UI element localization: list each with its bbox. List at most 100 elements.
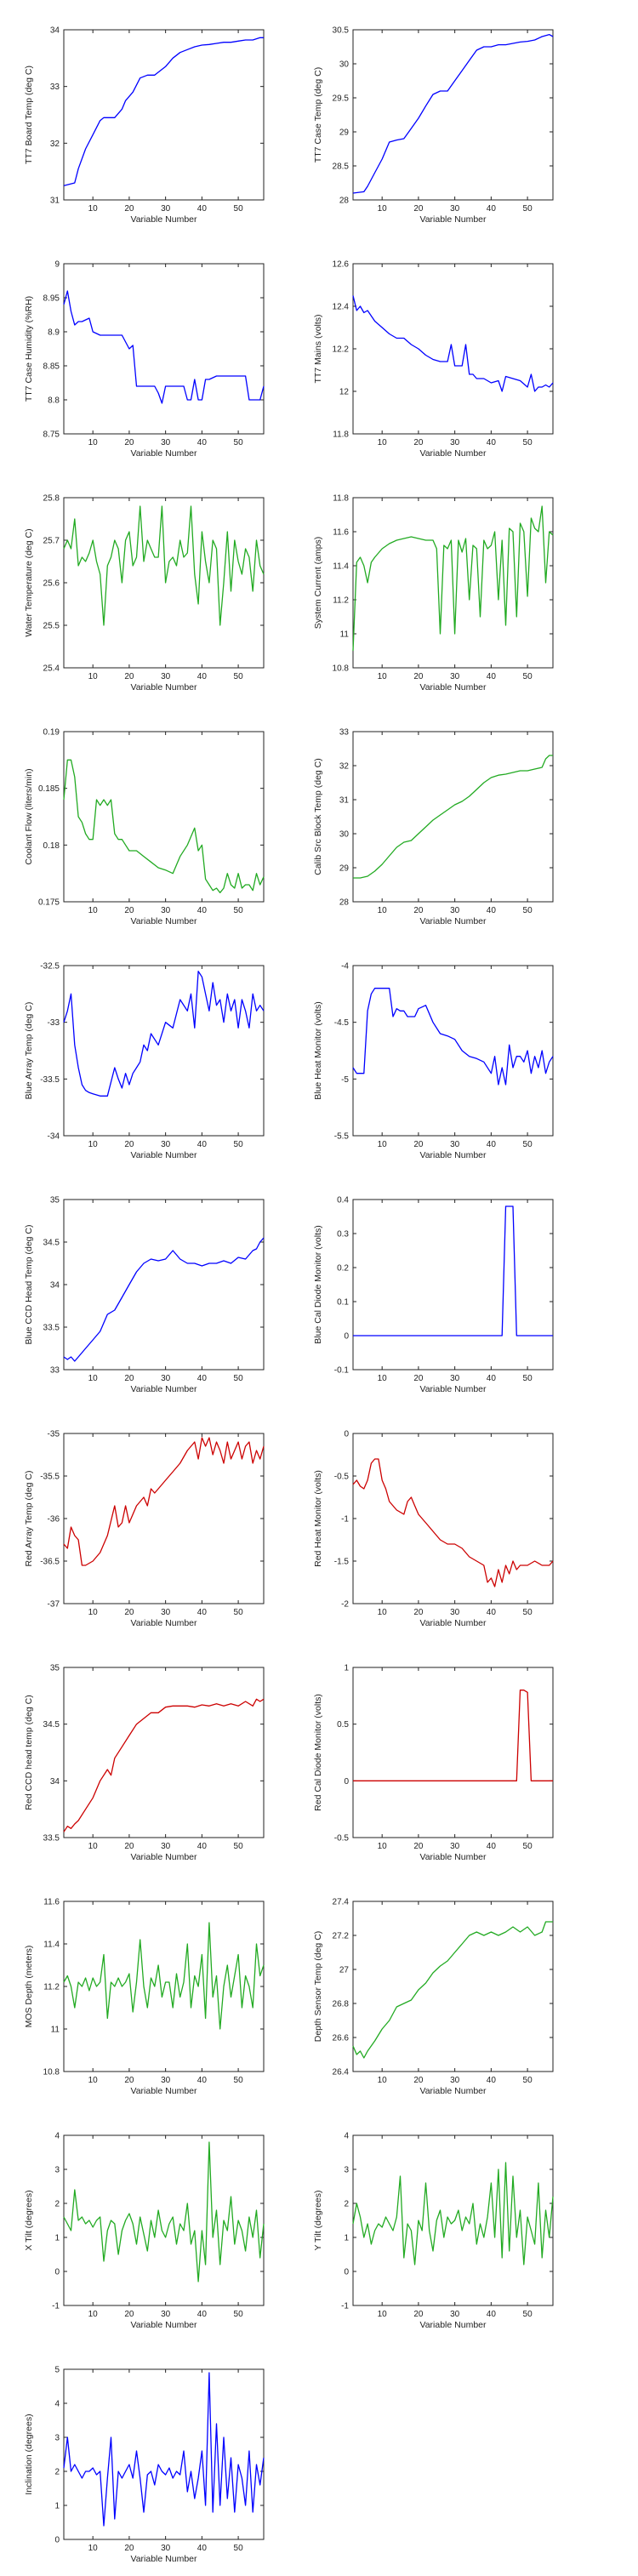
x-tick-label: 50 [234,204,244,214]
y-tick-label: 34 [50,1281,60,1291]
chart-7: 10 20 30 40 50 0.175 0.18 0.185 0.19 Variable Num… [24,728,265,926]
x-axis-label: Variable Number [130,1618,197,1628]
y-tick-label: -1 [341,1515,349,1525]
chart-3: 10 20 30 40 50 8.75 8.8 8.85 8.9 8.95 9 Variable Nu… [24,260,265,459]
x-tick-label: 50 [234,672,244,681]
y-tick-label: 35 [50,1196,60,1205]
y-tick-label: -33 [48,1018,60,1028]
y-tick-label: 0.19 [43,728,60,738]
y-axis-label: Blue Heat Monitor (volts) [313,1001,323,1100]
x-tick-label: 40 [197,2076,208,2085]
x-tick-label: 10 [378,2076,388,2085]
y-tick-label: 27.4 [333,1898,350,1907]
x-axis-label: Variable Number [130,916,197,926]
y-tick-label: -4 [341,962,349,972]
y-axis-label: X Tilt (degrees) [24,2190,34,2250]
x-tick-label: 20 [413,906,424,915]
y-tick-label: 29.5 [333,94,350,104]
y-axis-label: TT7 Board Temp (deg C) [24,66,34,164]
x-tick-label: 30 [450,672,460,681]
y-tick-label: 11 [51,2026,60,2035]
x-tick-label: 20 [413,672,424,681]
x-tick-label: 20 [124,906,134,915]
chart-12: 10 20 30 40 50 -0.1 0 0.1 0.2 0.3 0.4 Variable Numb… [313,1196,554,1394]
plot-frame [352,1433,554,1604]
x-tick-label: 20 [124,1608,134,1617]
x-tick-label: 20 [124,438,134,447]
chart-4: 10 20 30 40 50 11.8 12 12.2 12.4 12.6 Variable Num… [313,260,554,459]
y-tick-label: 12 [339,388,350,397]
x-tick-label: 10 [88,204,99,214]
y-tick-label: 27.2 [333,1932,350,1941]
y-tick-label: 33.5 [43,1324,60,1333]
plot-frame [352,497,554,669]
y-tick-label: 11 [340,630,350,640]
x-tick-label: 10 [88,1608,99,1617]
x-tick-label: 30 [161,2544,171,2553]
y-tick-label: 0 [344,1332,349,1342]
y-tick-label: 11.4 [333,562,349,572]
plot-frame [352,29,554,201]
y-tick-label: 0.2 [337,1264,349,1274]
y-tick-label: 29 [339,128,350,138]
y-tick-label: 8.9 [48,328,60,338]
plot-frame [63,497,265,669]
y-tick-label: 0 [54,2536,60,2545]
y-tick-label: 30.5 [333,26,350,36]
series-line [353,1205,553,1336]
y-tick-label: 4 [54,2132,60,2141]
y-tick-label: 0.5 [337,1720,349,1730]
plot-frame [352,1667,554,1838]
x-tick-label: 40 [197,438,208,447]
x-axis-label: Variable Number [419,448,487,459]
y-axis-label: Inclination (degrees) [24,2414,34,2494]
y-tick-label: 30 [339,60,350,70]
x-tick-label: 30 [450,438,460,447]
x-tick-label: 10 [88,1140,99,1149]
x-tick-label: 40 [197,2544,208,2553]
x-tick-label: 30 [450,2310,460,2319]
x-tick-label: 50 [523,204,533,214]
y-axis-label: Red Cal Diode Monitor (volts) [313,1694,323,1811]
x-axis-label: Variable Number [419,916,487,926]
y-tick-label: -37 [48,1600,60,1610]
y-tick-label: -5 [341,1075,349,1085]
y-tick-label: -35.5 [40,1473,60,1482]
x-tick-label: 40 [487,906,497,915]
x-axis-label: Variable Number [419,1852,487,1862]
x-tick-label: 20 [413,204,424,214]
x-tick-label: 40 [197,1140,208,1149]
plot-frame [63,2368,265,2540]
x-tick-label: 10 [378,2310,388,2319]
plot-frame [63,1667,265,1838]
series-line [352,505,554,652]
x-tick-label: 10 [378,1140,388,1149]
y-tick-label: 33.5 [43,1834,60,1844]
x-tick-label: 20 [124,2076,134,2085]
x-tick-label: 10 [88,1842,99,1851]
y-tick-label: -33.5 [40,1075,60,1085]
x-tick-label: 10 [88,672,99,681]
y-tick-label: 33 [50,83,60,92]
x-tick-label: 10 [88,2544,99,2553]
y-tick-label: 11.2 [333,596,349,606]
y-tick-label: 11.6 [43,1898,60,1907]
series-line [63,2141,265,2282]
x-axis-label: Variable Number [419,1384,487,1394]
x-axis-label: Variable Number [130,214,197,225]
x-axis-label: Variable Number [130,1852,197,1862]
y-tick-label: 0 [344,1777,349,1787]
x-tick-label: 10 [88,906,99,915]
y-tick-label: 1 [344,1664,349,1673]
x-tick-label: 10 [378,1374,388,1383]
y-tick-label: 25.4 [43,664,60,674]
x-tick-label: 30 [161,438,171,447]
plot-frame [352,1199,554,1371]
x-tick-label: 30 [450,2076,460,2085]
y-axis-label: System Current (amps) [313,537,323,630]
y-tick-label: 3 [54,2166,60,2175]
x-tick-label: 50 [523,1842,533,1851]
chart-6: 10 20 30 40 50 10.8 11 11.2 11.4 11.6 11.8 Variable… [313,494,554,692]
series-line [63,505,265,626]
x-tick-label: 50 [523,1374,533,1383]
